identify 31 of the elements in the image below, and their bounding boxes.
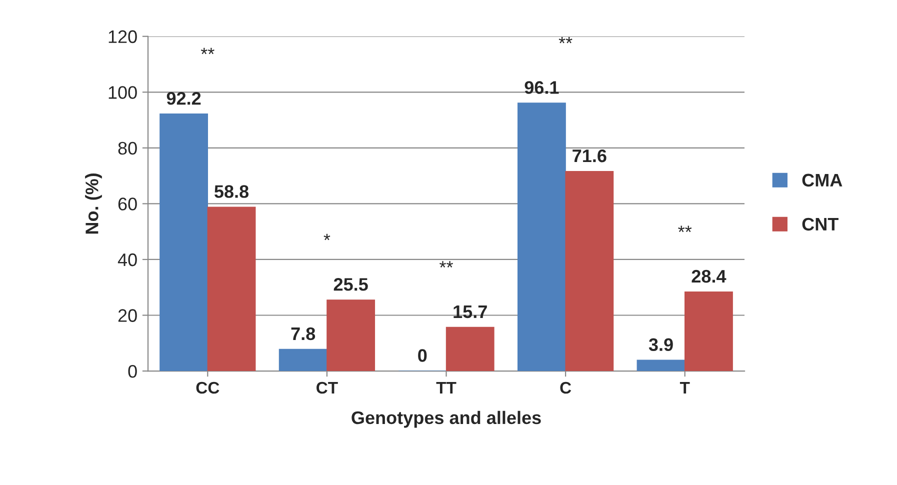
data-label: 71.6 [572, 149, 606, 162]
legend-label: CNT [802, 218, 838, 231]
data-label: 7.8 [291, 327, 316, 340]
y-tick-label: 20 [118, 309, 137, 322]
y-tick-label: 60 [118, 198, 137, 210]
annotation: ** [678, 226, 692, 232]
annotation: ** [440, 261, 453, 268]
y-tick-label: 80 [118, 142, 137, 155]
x-tick-label: T [680, 382, 690, 394]
data-label: 96.1 [524, 81, 559, 94]
annotation: ** [558, 36, 572, 44]
x-tick-label: CT [316, 382, 338, 394]
y-tick-label: 40 [118, 253, 137, 266]
y-tick-label: 0 [128, 364, 137, 378]
y-tick-label: 120 [108, 30, 137, 44]
data-label: 58.8 [214, 185, 249, 198]
y-tick-label: 100 [108, 86, 137, 99]
data-label: 15.7 [454, 306, 487, 318]
data-label: 3.9 [648, 338, 673, 352]
data-label: 25.5 [334, 278, 368, 291]
x-tick-label: C [560, 382, 572, 394]
x-axis-title: Genotypes and alleles [352, 410, 541, 428]
annotation: ** [200, 48, 214, 54]
legend-label: CMA [802, 174, 842, 187]
x-tick-label: CC [196, 382, 220, 394]
data-label: 0 [418, 349, 427, 362]
annotation: * [324, 234, 330, 240]
x-tick-label: TT [436, 382, 456, 394]
data-label: 28.4 [692, 270, 726, 283]
data-label: 92.2 [166, 92, 201, 105]
y-axis-title: No. (%) [85, 174, 102, 234]
